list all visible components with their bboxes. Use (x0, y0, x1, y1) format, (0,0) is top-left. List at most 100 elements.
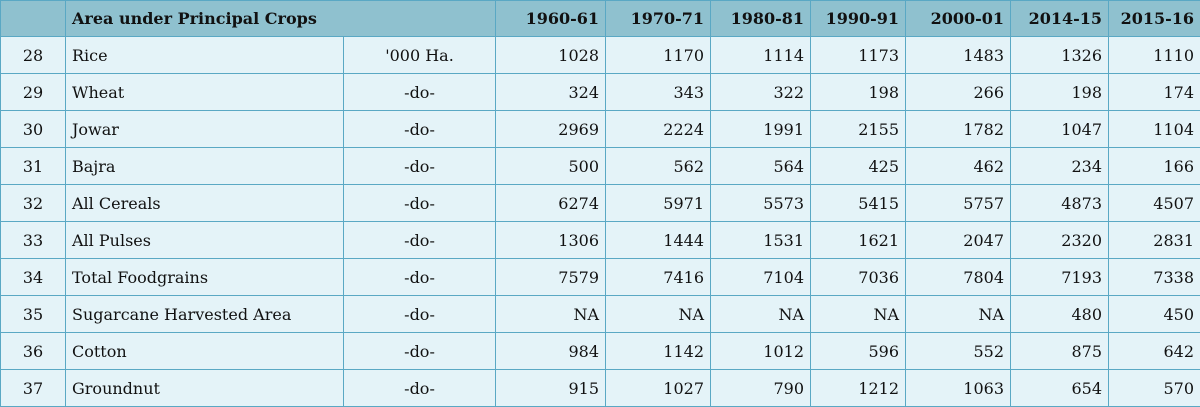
value-cell: 790 (710, 369, 812, 407)
crop-name: Wheat (65, 73, 344, 111)
value-cell: 984 (495, 332, 607, 370)
value-cell: 7104 (710, 258, 812, 296)
value-cell: 1012 (710, 332, 812, 370)
unit: -do- (342, 110, 497, 148)
value-cell: 5573 (710, 184, 812, 222)
value-cell: 5757 (905, 184, 1012, 222)
value-cell: 564 (710, 147, 812, 185)
value-cell: NA (905, 295, 1012, 333)
value-cell: 1326 (1010, 36, 1110, 74)
value-cell: 266 (905, 73, 1012, 111)
crop-name: All Cereals (65, 184, 344, 222)
value-cell: 174 (1108, 73, 1200, 111)
table-body: 28 Rice '000 Ha. 1028 1170 1114 1173 1483 1326 11… (0, 36, 1200, 407)
header-title: Area under Principal Crops (64, 0, 497, 37)
value-cell: 1170 (605, 36, 712, 74)
crop-name: Bajra (65, 147, 344, 185)
year-header: 1960-61 (495, 0, 607, 37)
table-row: 37 Groundnut -do- 915 1027 790 1212 1063 654 570 (0, 369, 1200, 407)
value-cell: 462 (905, 147, 1012, 185)
row-number: 31 (0, 147, 66, 185)
value-cell: NA (710, 295, 812, 333)
value-cell: 500 (495, 147, 607, 185)
value-cell: 2155 (810, 110, 907, 148)
value-cell: 1063 (905, 369, 1012, 407)
unit: '000 Ha. (342, 36, 497, 74)
row-number: 36 (0, 332, 66, 370)
value-cell: 234 (1010, 147, 1110, 185)
row-number: 28 (0, 36, 66, 74)
year-header: 2000-01 (905, 0, 1012, 37)
value-cell: 552 (905, 332, 1012, 370)
crop-name: Jowar (65, 110, 344, 148)
value-cell: 322 (710, 73, 812, 111)
value-cell: 198 (810, 73, 907, 111)
value-cell: 7036 (810, 258, 907, 296)
value-cell: 1531 (710, 221, 812, 259)
year-header: 2014-15 (1010, 0, 1110, 37)
value-cell: NA (605, 295, 712, 333)
row-number: 32 (0, 184, 66, 222)
unit: -do- (342, 184, 497, 222)
table-row: 36 Cotton -do- 984 1142 1012 596 552 875 642 (0, 332, 1200, 370)
value-cell: 2320 (1010, 221, 1110, 259)
unit: -do- (342, 73, 497, 111)
value-cell: 915 (495, 369, 607, 407)
value-cell: 1991 (710, 110, 812, 148)
year-header: 1970-71 (605, 0, 712, 37)
header-row: Area under Principal Crops 1960-61 1970-7… (0, 0, 1200, 37)
table-row: 34 Total Foodgrains -do- 7579 7416 7104 7036 78… (0, 258, 1200, 296)
table-row: 35 Sugarcane Harvested Area -do- NA NA NA NA NA… (0, 295, 1200, 333)
row-number: 29 (0, 73, 66, 111)
value-cell: 1782 (905, 110, 1012, 148)
value-cell: 1028 (495, 36, 607, 74)
value-cell: 2831 (1108, 221, 1200, 259)
unit: -do- (342, 258, 497, 296)
unit: -do- (342, 332, 497, 370)
unit: -do- (342, 295, 497, 333)
unit: -do- (342, 147, 497, 185)
unit: -do- (342, 221, 497, 259)
value-cell: 7193 (1010, 258, 1110, 296)
header-cell (0, 0, 66, 37)
unit: -do- (342, 369, 497, 407)
table-row: 33 All Pulses -do- 1306 1444 1531 1621 2047 2320… (0, 221, 1200, 259)
value-cell: NA (495, 295, 607, 333)
crop-name: All Pulses (65, 221, 344, 259)
value-cell: 7579 (495, 258, 607, 296)
value-cell: 570 (1108, 369, 1200, 407)
table-row: 28 Rice '000 Ha. 1028 1170 1114 1173 1483 1326 11… (0, 36, 1200, 74)
value-cell: 596 (810, 332, 907, 370)
value-cell: 654 (1010, 369, 1110, 407)
value-cell: 642 (1108, 332, 1200, 370)
value-cell: 1444 (605, 221, 712, 259)
row-number: 37 (0, 369, 66, 407)
value-cell: 7416 (605, 258, 712, 296)
value-cell: 4507 (1108, 184, 1200, 222)
crop-name: Groundnut (65, 369, 344, 407)
value-cell: 562 (605, 147, 712, 185)
row-number: 34 (0, 258, 66, 296)
value-cell: 1104 (1108, 110, 1200, 148)
value-cell: 5415 (810, 184, 907, 222)
value-cell: 1047 (1010, 110, 1110, 148)
year-header: 2015-16 (1108, 0, 1200, 37)
value-cell: 875 (1010, 332, 1110, 370)
value-cell: 1212 (810, 369, 907, 407)
value-cell: 198 (1010, 73, 1110, 111)
row-number: 33 (0, 221, 66, 259)
value-cell: 1173 (810, 36, 907, 74)
value-cell: 7804 (905, 258, 1012, 296)
value-cell: 480 (1010, 295, 1110, 333)
value-cell: 1621 (810, 221, 907, 259)
table-row: 30 Jowar -do- 2969 2224 1991 2155 1782 1047 1104 (0, 110, 1200, 148)
value-cell: 1110 (1108, 36, 1200, 74)
crop-name: Rice (65, 36, 344, 74)
row-number: 35 (0, 295, 66, 333)
year-header: 1990-91 (810, 0, 907, 37)
value-cell: 2224 (605, 110, 712, 148)
value-cell: 4873 (1010, 184, 1110, 222)
crop-name: Cotton (65, 332, 344, 370)
